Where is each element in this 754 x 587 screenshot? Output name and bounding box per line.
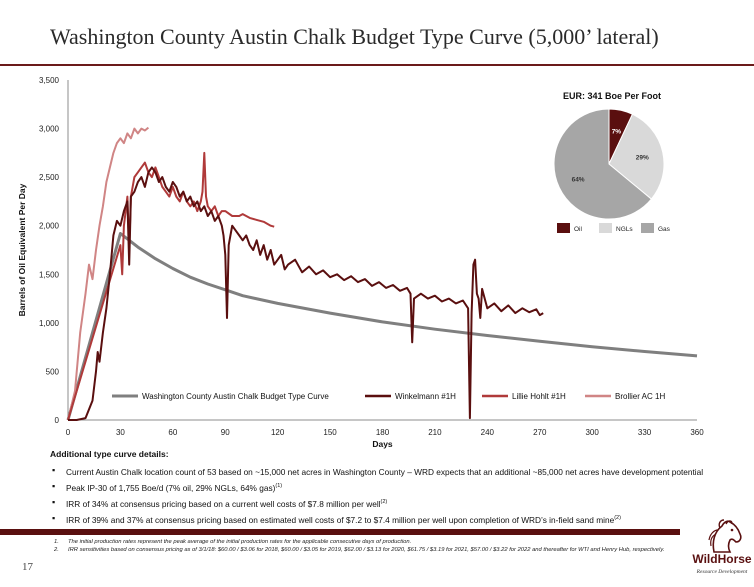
y-tick-label: 1,000 xyxy=(39,319,60,328)
x-axis-label: Days xyxy=(372,439,393,449)
x-tick-label: 0 xyxy=(66,428,71,437)
y-axis-label: Barrels of Oil Equivalent Per Day xyxy=(17,183,27,316)
x-tick-label: 180 xyxy=(376,428,390,437)
legend-label: Brollier AC 1H xyxy=(615,392,665,401)
pie-title: EUR: 341 Boe Per Foot xyxy=(563,91,661,101)
pie-slice xyxy=(553,108,653,220)
footnote-number: 2. xyxy=(54,547,59,553)
x-tick-label: 90 xyxy=(221,428,230,437)
bullet-text: Current Austin Chalk location count of 5… xyxy=(66,466,704,477)
footnotes: 1. The initial production rates represent… xyxy=(50,538,690,554)
bullet-text: IRR of 39% and 37% at consensus pricing … xyxy=(66,514,615,525)
pie-legend-label: Oil xyxy=(574,226,583,233)
footnote-ref: (1) xyxy=(275,483,283,489)
x-tick-label: 360 xyxy=(690,428,704,437)
y-tick-label: 2,000 xyxy=(39,222,60,231)
slide-title: Washington County Austin Chalk Budget Ty… xyxy=(50,24,659,49)
details-heading: Additional type curve details: xyxy=(50,449,169,459)
x-tick-label: 300 xyxy=(585,428,599,437)
chart-axes: 0 30 60 90 120 150 180 210 240 270 300 330 360 0 500 1,… xyxy=(17,76,704,449)
type-curve-details: Additional type curve details: Current A… xyxy=(50,449,750,528)
footnote-text: The initial production rates represent t… xyxy=(68,539,412,545)
production-chart: 0 30 60 90 120 150 180 210 240 270 300 330 360 0 500 1,… xyxy=(17,76,704,449)
y-tick-label: 1,500 xyxy=(39,270,60,279)
horse-head-icon xyxy=(708,519,742,553)
series-line xyxy=(68,166,544,421)
page-number: 17 xyxy=(22,561,33,573)
legend-label: Washington County Austin Chalk Budget Ty… xyxy=(142,392,329,401)
series-line xyxy=(67,126,150,421)
y-tick-label: 3,500 xyxy=(39,76,60,85)
x-tick-label: 330 xyxy=(638,428,652,437)
detail-bullet: Current Austin Chalk location count of 5… xyxy=(50,464,750,480)
pie-legend-swatch xyxy=(599,223,612,233)
pie-value-label: 29% xyxy=(636,155,649,162)
y-tick-label: 0 xyxy=(55,416,60,425)
x-tick-label: 240 xyxy=(481,428,495,437)
footnote-ref: (2) xyxy=(380,499,388,505)
bullet-text: Peak IP-30 of 1,755 Boe/d (7% oil, 29% N… xyxy=(66,482,276,493)
legend-label: Lillie Hohlt #1H xyxy=(512,392,566,401)
footnote: 2. IRR sensitivities based on consensus p… xyxy=(50,546,690,554)
logo-wordmark: WildHorse xyxy=(692,552,752,566)
eur-pie-chart: EUR: 341 Boe Per Foot 7% 29% 64% Oil NGLs Gas xyxy=(553,91,671,233)
company-logo: WildHorse Resource Development xyxy=(690,518,754,584)
series-line xyxy=(67,151,275,421)
x-tick-label: 60 xyxy=(168,428,177,437)
pie-legend-swatch xyxy=(557,223,570,233)
x-tick-label: 150 xyxy=(323,428,337,437)
footnote-number: 1. xyxy=(54,539,59,545)
x-tick-label: 120 xyxy=(271,428,285,437)
detail-bullet: Peak IP-30 of 1,755 Boe/d (7% oil, 29% N… xyxy=(50,480,750,496)
x-tick-label: 270 xyxy=(533,428,547,437)
series-line xyxy=(66,232,698,421)
detail-bullet: IRR of 34% at consensus pricing based on… xyxy=(50,496,750,512)
x-tick-label: 210 xyxy=(428,428,442,437)
pie-legend-swatch xyxy=(641,223,654,233)
footnote-ref: (2) xyxy=(614,515,621,521)
chart-series xyxy=(66,126,698,421)
footnote: 1. The initial production rates represent… xyxy=(50,538,690,546)
x-tick-label: 30 xyxy=(116,428,125,437)
y-tick-label: 2,500 xyxy=(39,173,60,182)
pie-legend-label: NGLs xyxy=(616,226,633,233)
footnote-text: IRR sensitivities based on consensus pri… xyxy=(68,547,665,553)
detail-bullet: IRR of 39% and 37% at consensus pricing … xyxy=(50,512,750,528)
logo-subtitle: Resource Development xyxy=(696,569,748,575)
chart-legend: Washington County Austin Chalk Budget Ty… xyxy=(112,392,665,401)
y-tick-label: 3,000 xyxy=(39,125,60,134)
pie-slice xyxy=(608,113,665,200)
pie-value-label: 64% xyxy=(572,177,585,184)
legend-label: Winkelmann #1H xyxy=(395,392,456,401)
pie-value-label: 7% xyxy=(612,129,622,136)
footer-bar xyxy=(0,529,680,535)
bullet-text: IRR of 34% at consensus pricing based on… xyxy=(66,498,381,509)
title-divider xyxy=(0,64,754,66)
y-tick-label: 500 xyxy=(46,367,60,376)
pie-legend-label: Gas xyxy=(658,226,671,233)
